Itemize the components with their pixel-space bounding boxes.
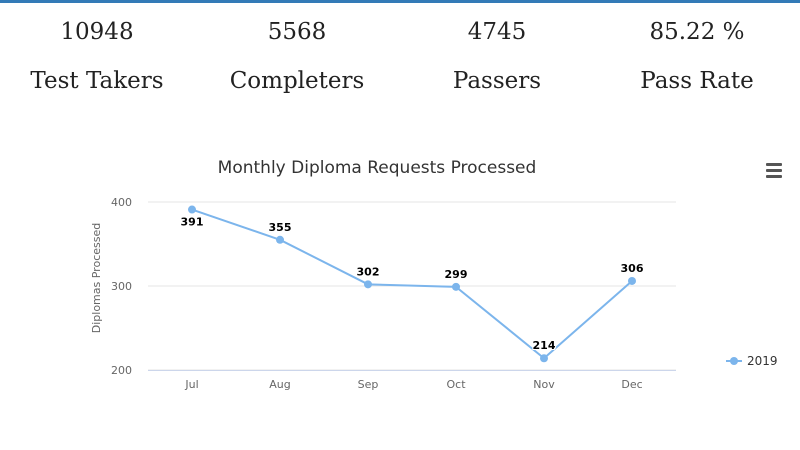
data-label: 214 xyxy=(533,339,556,352)
top-accent-bar xyxy=(0,0,800,3)
data-point xyxy=(540,354,548,363)
stat-value: 10948 xyxy=(60,19,134,45)
data-point xyxy=(276,235,284,244)
y-tick-label: 300 xyxy=(111,280,132,293)
stat-value: 5568 xyxy=(267,19,327,45)
legend-item-label: 2019 xyxy=(747,354,778,368)
stat-label: Completers xyxy=(229,68,365,94)
x-tick-label: Sep xyxy=(358,378,379,391)
data-point xyxy=(364,280,372,289)
stat-label: Test Takers xyxy=(30,68,164,94)
x-tick-label: Oct xyxy=(446,378,466,391)
data-point xyxy=(628,276,636,285)
stat-value: 85.22 % xyxy=(649,19,745,45)
data-point xyxy=(188,205,196,214)
stat-completers: 5568 Completers xyxy=(197,14,397,99)
data-point xyxy=(452,282,460,291)
stat-value: 4745 xyxy=(467,19,527,45)
data-label: 391 xyxy=(181,216,204,229)
hamburger-menu-icon[interactable] xyxy=(762,160,786,184)
data-label: 299 xyxy=(445,268,468,281)
x-tick-label: Nov xyxy=(533,378,555,391)
series-line xyxy=(191,208,633,360)
stat-label: Passers xyxy=(452,68,542,94)
stat-passers: 4745 Passers xyxy=(397,14,597,99)
y-axis-title: Diplomas Processed xyxy=(90,223,103,333)
data-label: 355 xyxy=(269,221,292,234)
y-tick-label: 400 xyxy=(111,196,132,209)
x-tick-label: Dec xyxy=(621,378,642,391)
legend-marker xyxy=(730,357,738,365)
x-tick-label: Jul xyxy=(184,378,198,391)
stat-pass-rate: 85.22 % Pass Rate xyxy=(597,14,797,99)
data-label: 302 xyxy=(357,265,380,278)
y-tick-label: 200 xyxy=(111,364,132,377)
data-label: 306 xyxy=(621,262,644,275)
stat-label: Pass Rate xyxy=(640,68,754,94)
stat-test-takers: 10948 Test Takers xyxy=(0,14,197,99)
x-tick-label: Aug xyxy=(269,378,290,391)
chart-title: Monthly Diploma Requests Processed xyxy=(218,158,537,178)
